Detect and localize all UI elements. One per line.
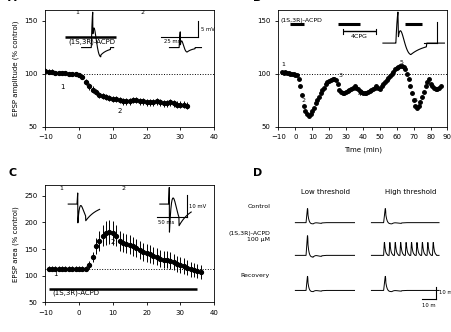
Text: 6: 6: [413, 98, 416, 103]
Text: Recovery: Recovery: [240, 273, 269, 278]
Text: 1: 1: [281, 62, 285, 67]
Text: (1S,3R)-ACPD: (1S,3R)-ACPD: [69, 39, 115, 45]
Text: A: A: [8, 0, 17, 3]
Text: 3: 3: [338, 73, 342, 78]
Text: 2: 2: [301, 98, 305, 103]
Text: 5: 5: [399, 60, 403, 65]
Text: 1: 1: [60, 84, 64, 90]
Y-axis label: EPSP area (% control): EPSP area (% control): [12, 206, 18, 282]
Text: D: D: [253, 168, 262, 178]
Y-axis label: EPSP amplitude (% control): EPSP amplitude (% control): [12, 21, 18, 116]
Text: Low threshold: Low threshold: [301, 189, 350, 195]
Text: 10 m: 10 m: [421, 303, 435, 308]
Text: 2: 2: [110, 239, 115, 245]
Text: 10 mV: 10 mV: [438, 290, 451, 295]
Text: (1S,3R)-ACPD: (1S,3R)-ACPD: [280, 18, 321, 23]
Text: Control: Control: [247, 204, 269, 209]
Text: 2: 2: [117, 108, 121, 114]
Text: 1: 1: [53, 271, 57, 277]
Text: 4CPG: 4CPG: [350, 35, 367, 40]
Text: C: C: [8, 168, 16, 178]
Text: (1S,3R)-ACPD
100 μM: (1S,3R)-ACPD 100 μM: [228, 231, 269, 242]
Text: 4: 4: [357, 92, 361, 97]
Text: High threshold: High threshold: [384, 189, 435, 195]
X-axis label: Time (min): Time (min): [343, 146, 381, 152]
Text: (1S,3R)-ACPD: (1S,3R)-ACPD: [52, 289, 99, 296]
Text: B: B: [253, 0, 261, 3]
